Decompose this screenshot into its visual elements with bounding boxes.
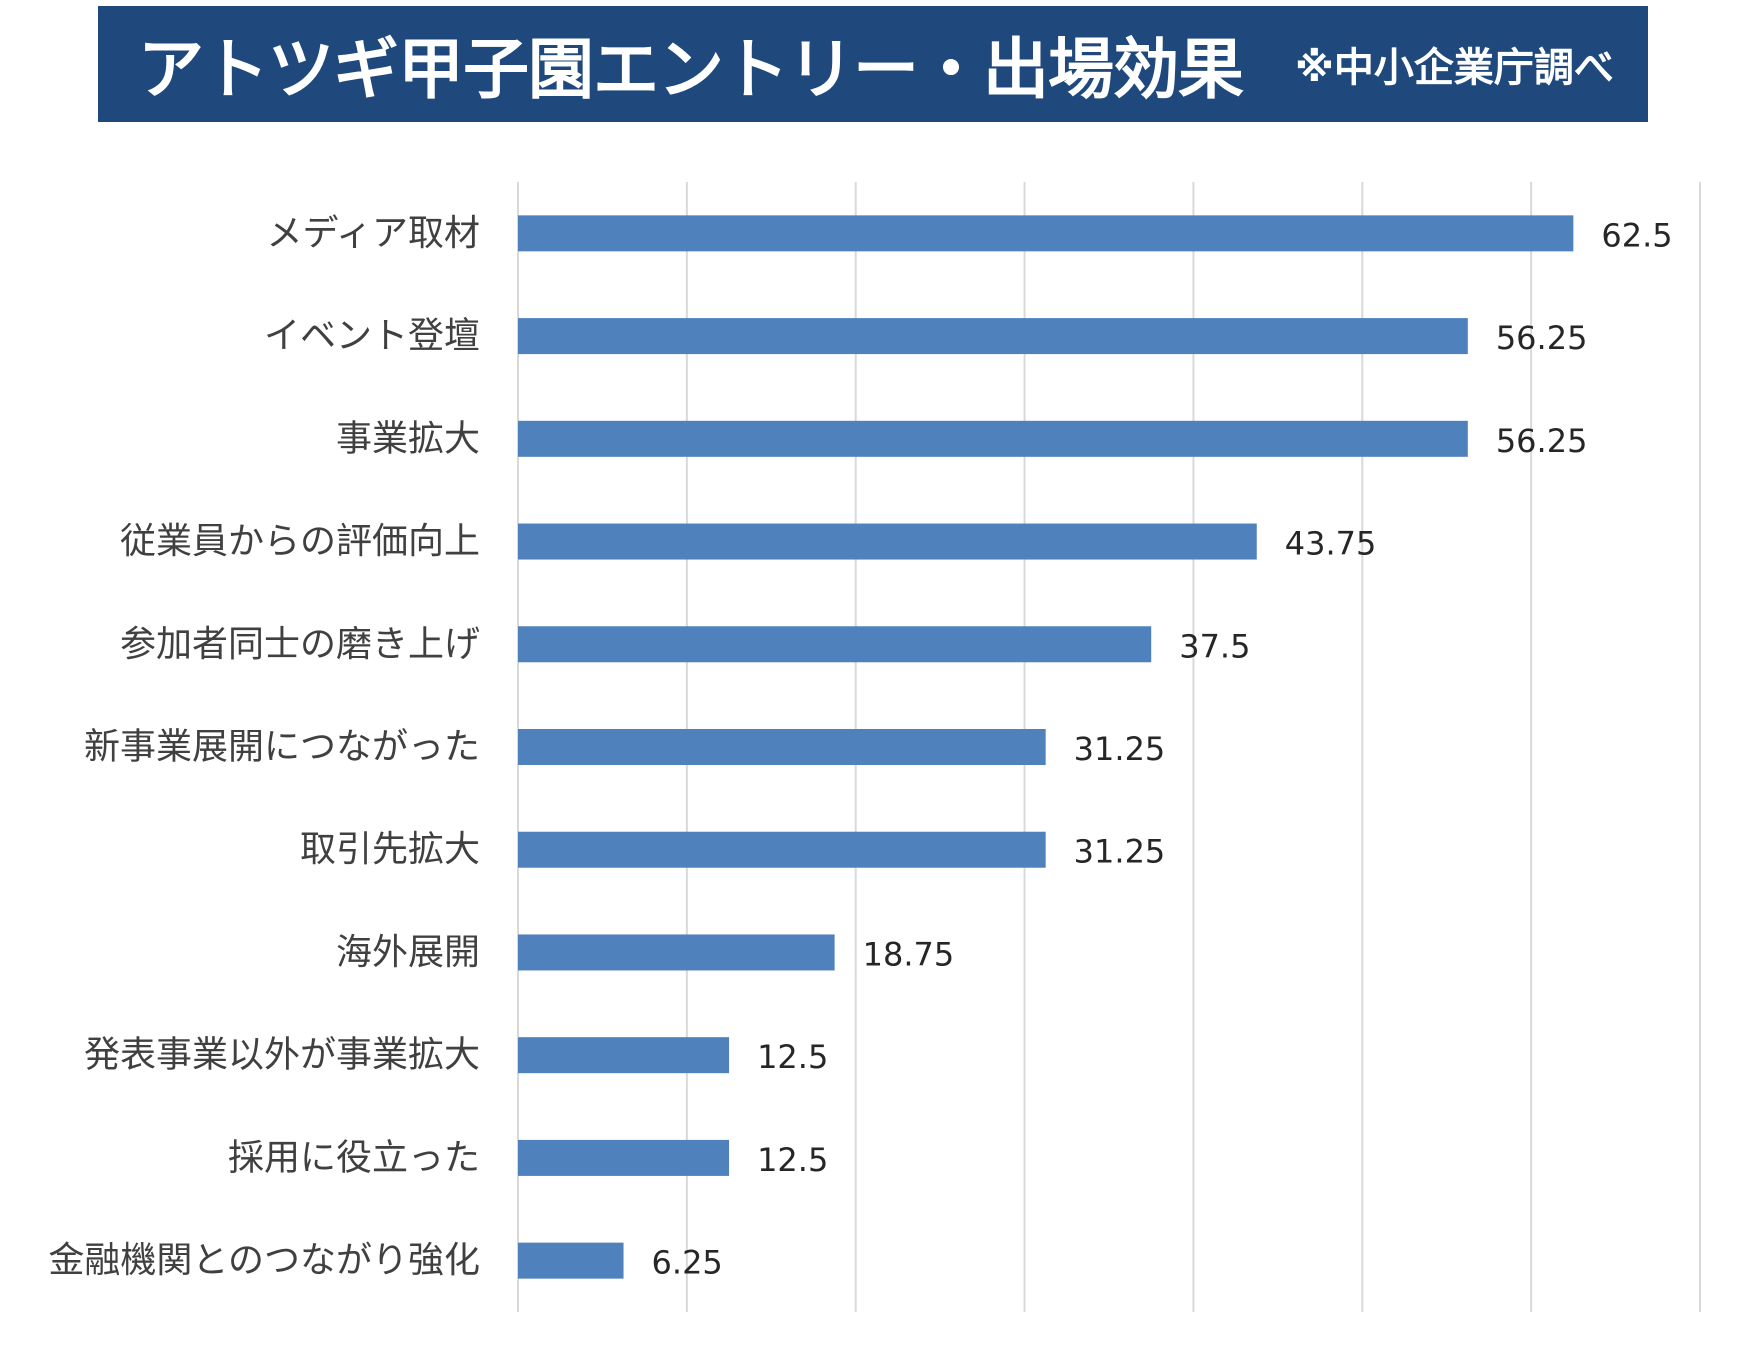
- bar: [518, 1139, 730, 1176]
- bar: [518, 1242, 624, 1279]
- value-label: 43.75: [1285, 525, 1377, 563]
- chart-source-note: ※中小企業庁調べ: [1295, 45, 1614, 91]
- category-label: 金融機関とのつながり強化: [48, 1240, 480, 1281]
- value-labels: 62.5 56.25 56.25 43.75 37.5 31.25 31.25 18.75 12…: [652, 216, 1673, 1281]
- category-label: 採用に役立った: [228, 1137, 480, 1178]
- category-label: 海外展開: [336, 932, 480, 973]
- bars: [518, 215, 1574, 1279]
- value-label: 31.25: [1074, 833, 1166, 871]
- bar: [518, 420, 1468, 457]
- value-label: 56.25: [1496, 319, 1588, 357]
- category-label: 発表事業以外が事業拡大: [84, 1035, 480, 1076]
- value-label: 62.5: [1601, 216, 1672, 254]
- value-label: 56.25: [1496, 422, 1588, 460]
- value-label: 6.25: [652, 1244, 723, 1282]
- category-label: 新事業展開につながった: [84, 727, 480, 768]
- category-label: メディア取材: [267, 213, 480, 254]
- category-label: 参加者同士の磨き上げ: [120, 624, 480, 665]
- title-banner: アトツギ甲子園エントリー・出場効果 ※中小企業庁調べ: [98, 6, 1648, 122]
- category-label: イベント登壇: [264, 316, 480, 357]
- category-labels: メディア取材イベント登壇事業拡大従業員からの評価向上参加者同士の磨き上げ新事業展…: [48, 213, 480, 1281]
- bar: [518, 934, 835, 971]
- bar: [518, 318, 1468, 355]
- category-label: 事業拡大: [336, 418, 480, 459]
- value-label: 18.75: [863, 935, 955, 973]
- bar: [518, 626, 1152, 663]
- value-label: 37.5: [1179, 627, 1250, 665]
- bar: [518, 831, 1046, 868]
- category-label: 取引先拡大: [300, 829, 480, 870]
- bar: [518, 215, 1574, 252]
- bar: [518, 1037, 730, 1074]
- value-label: 12.5: [757, 1141, 828, 1179]
- value-label: 31.25: [1074, 730, 1166, 768]
- category-label: 従業員からの評価向上: [120, 521, 480, 562]
- bar: [518, 523, 1257, 560]
- chart-title: アトツギ甲子園エントリー・出場効果: [138, 31, 1244, 108]
- bar: [518, 729, 1046, 765]
- value-label: 12.5: [757, 1038, 828, 1076]
